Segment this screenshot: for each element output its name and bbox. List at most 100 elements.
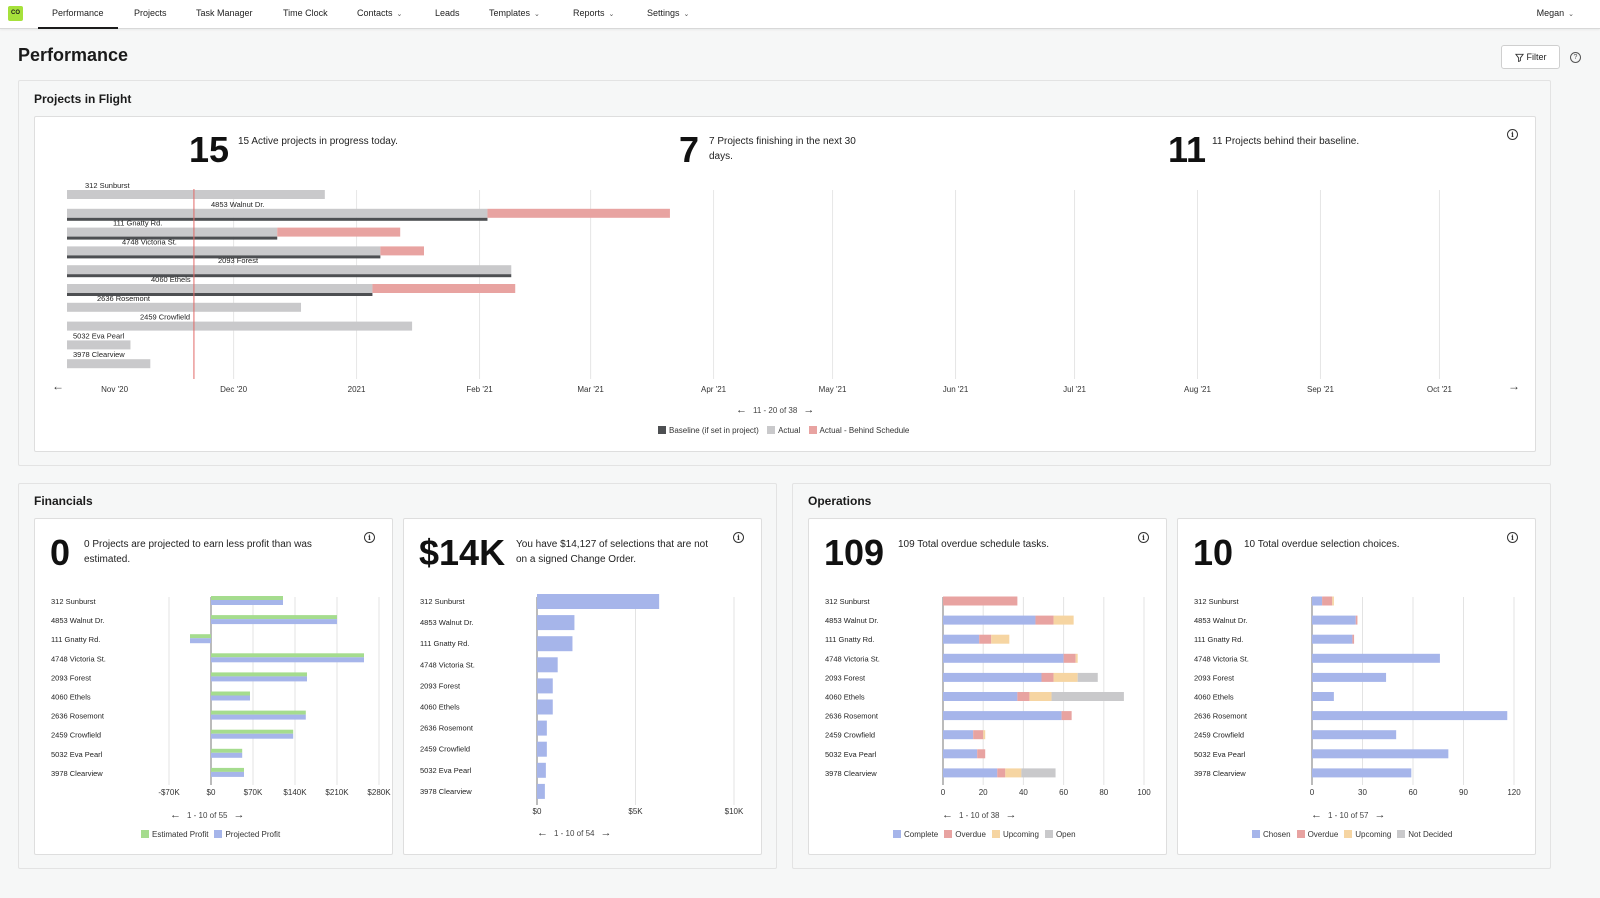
category-label: 3978 Clearview [420,787,472,796]
category-label: 2636 Rosemont [51,712,105,721]
filter-button[interactable]: Filter [1501,45,1560,69]
info-icon[interactable]: i [733,532,744,543]
section-title: Operations [808,494,872,508]
category-label: 4748 Victoria St. [1194,654,1249,663]
user-menu[interactable]: Megan ⌄ [1537,0,1574,29]
x-tick-label: May '21 [819,385,847,394]
help-icon[interactable]: ? [1570,52,1581,63]
x-tick-label: 30 [1358,788,1367,797]
category-label: 4853 Walnut Dr. [420,618,474,627]
gantt-actual-bar [67,359,151,369]
bar-segment-open [1051,692,1124,701]
bar-projected-profit [211,619,337,625]
gantt-actual-bar [67,284,373,293]
bar-segment-overdue [1355,615,1358,625]
pager: ← 1 - 10 of 57 → [1305,809,1391,821]
nav-settings[interactable]: Settings ⌄ [647,0,689,29]
legend-label: Chosen [1263,830,1291,839]
category-label: 111 Gnatty Rd. [420,639,469,648]
category-label: 4853 Walnut Dr. [51,616,105,625]
x-tick-label: $280K [367,788,391,797]
category-label: 5032 Eva Pearl [51,750,103,759]
bar-projected-profit [211,733,294,739]
next-page-arrow-icon[interactable]: → [1374,809,1386,821]
category-label: 3978 Clearview [51,769,103,778]
bar-projected-profit [211,657,364,663]
gantt-behind-bar [277,227,401,237]
category-label: 312 Sunburst [825,597,871,606]
filter-label: Filter [1526,52,1547,62]
stat-number: 10 [1193,532,1234,573]
prev-page-arrow-icon[interactable]: ← [537,827,548,839]
category-label: 4060 Ethels [51,693,91,702]
legend-swatch [1397,830,1406,838]
prev-period-arrow-icon[interactable]: ← [52,379,64,393]
legend-label: Projected Profit [225,830,281,839]
next-page-arrow-icon[interactable]: → [233,809,245,821]
bar-segment-upcoming [1005,768,1022,778]
bar-segment-overdue [1017,692,1030,701]
prev-page-arrow-icon[interactable]: ← [1311,809,1322,821]
prev-page-arrow-icon[interactable]: ← [942,809,953,821]
nav-label: Contacts [357,8,393,18]
category-label: 2459 Crowfield [51,731,101,740]
nav-reports[interactable]: Reports ⌄ [573,0,614,29]
gantt-row-label: 3978 Clearview [73,350,125,359]
x-tick-label: 0 [941,788,946,797]
legend-label: Overdue [1307,830,1339,839]
schedule-chart: 0 20 40 60 80 100 312 Sunburst 4853 Walnut Dr. 1… [825,596,1151,797]
bar-segment-overdue [1352,634,1355,644]
x-tick-label: 60 [1059,788,1068,797]
gantt-actual-bar [67,265,512,275]
bar-segment-upcoming [1053,672,1078,682]
info-icon[interactable]: i [1507,129,1518,140]
prev-page-arrow-icon[interactable]: ← [736,404,747,416]
category-label: 2093 Forest [420,681,461,690]
nav-templates[interactable]: Templates ⌄ [489,0,540,29]
bar-segment-upcoming [1075,653,1078,663]
category-label: 4060 Ethels [825,693,865,702]
bar-segment-overdue [1061,711,1072,721]
profit-legend: Estimated Profit Projected Profit [135,830,280,839]
stat-description: 7 Projects finishing in the next 30 days… [709,136,856,162]
bar-segment-upcoming [1029,692,1052,701]
gantt-legend: Baseline (if set in project) Actual Actu… [652,426,909,435]
nav-label: Task Manager [196,8,253,18]
chevron-down-icon: ⌄ [608,11,615,18]
bar-segment-chosen [1312,768,1412,778]
info-icon[interactable]: i [1507,532,1518,543]
x-tick-label: $5K [628,807,643,816]
info-icon[interactable]: i [364,532,375,543]
next-period-arrow-icon[interactable]: → [1508,379,1520,393]
bar-segment-upcoming [983,730,986,740]
stat-number: 15 [189,129,230,170]
next-page-arrow-icon[interactable]: → [600,827,612,839]
bar-segment-overdue [997,768,1006,778]
legend-label: Baseline (if set in project) [669,426,759,435]
prev-page-arrow-icon[interactable]: ← [170,809,181,821]
top-nav: CO Performance Projects Task Manager Tim… [0,0,1600,29]
bar-segment-chosen [1312,749,1449,759]
info-icon[interactable]: i [1138,532,1149,543]
bar-segment-overdue [943,596,1018,606]
nav-leads[interactable]: Leads [435,0,460,29]
nav-contacts[interactable]: Contacts ⌄ [357,0,402,29]
stat-description: 109 Total overdue schedule tasks. [898,539,1050,550]
category-label: 312 Sunburst [51,597,97,606]
nav-task-manager[interactable]: Task Manager [196,0,253,29]
next-page-arrow-icon[interactable]: → [1005,809,1017,821]
legend-label: Estimated Profit [152,830,209,839]
nav-time-clock[interactable]: Time Clock [283,0,328,29]
next-page-arrow-icon[interactable]: → [803,404,815,416]
nav-label: Reports [573,8,605,18]
x-tick-label: Feb '21 [466,385,493,394]
pager-label: 11 - 20 of 38 [753,406,798,415]
nav-projects[interactable]: Projects [134,0,167,29]
x-tick-label: $70K [244,788,263,797]
x-tick-label: $0 [533,807,542,816]
app-logo[interactable]: CO [8,6,23,21]
nav-performance[interactable]: Performance [38,0,118,29]
gantt-row-label: 4060 Ethels [151,275,191,284]
gantt-baseline-bar [67,236,278,240]
choices-chart: 0 30 60 90 120 312 Sunburst 4853 Walnut Dr. 111… [1194,596,1521,797]
